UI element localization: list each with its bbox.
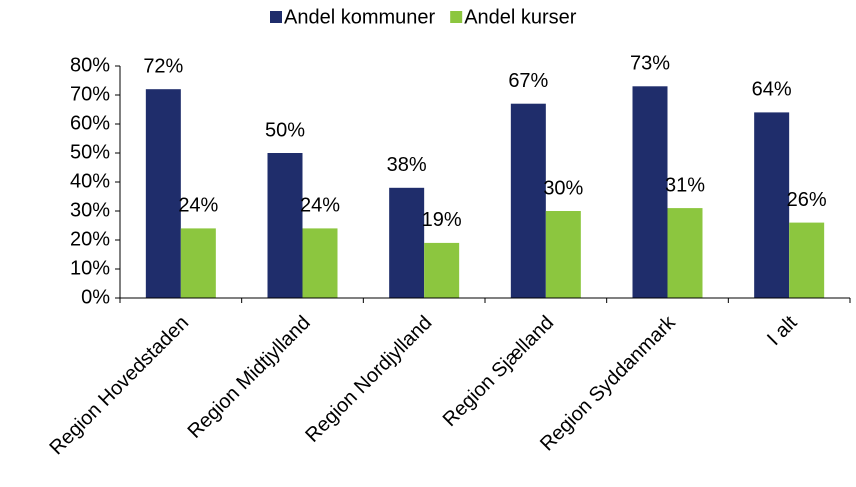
data-label: 38% xyxy=(387,154,427,176)
y-tick-label: 30% xyxy=(70,199,110,221)
data-label: 67% xyxy=(508,70,548,92)
x-tick-label: Region Nordjylland xyxy=(301,312,436,447)
data-label: 24% xyxy=(300,195,340,217)
legend-swatch xyxy=(270,11,282,23)
data-label: 73% xyxy=(630,53,670,75)
bar xyxy=(545,211,581,298)
bar xyxy=(267,153,303,298)
y-tick-label: 40% xyxy=(70,170,110,192)
y-tick-label: 70% xyxy=(70,83,110,105)
data-label: 19% xyxy=(422,209,462,231)
bar xyxy=(789,222,825,298)
bar xyxy=(632,86,668,298)
legend-label: Andel kommuner xyxy=(284,6,436,28)
bar xyxy=(389,187,425,298)
y-tick-label: 80% xyxy=(70,54,110,76)
data-label: 30% xyxy=(543,177,583,199)
legend-label: Andel kurser xyxy=(464,6,577,28)
y-tick-label: 10% xyxy=(70,257,110,279)
data-label: 64% xyxy=(752,79,792,101)
x-tick-label: Region Syddanmark xyxy=(536,311,680,455)
y-tick-label: 20% xyxy=(70,228,110,250)
data-label: 72% xyxy=(143,55,183,77)
y-tick-label: 0% xyxy=(81,286,110,308)
bar xyxy=(180,228,216,298)
data-label: 26% xyxy=(787,189,827,211)
x-tick-label: Region Hovedstaden xyxy=(45,312,193,460)
y-tick-label: 60% xyxy=(70,112,110,134)
x-tick-label: I alt xyxy=(763,311,802,350)
y-tick-label: 50% xyxy=(70,141,110,163)
bar xyxy=(424,242,460,298)
bar xyxy=(145,89,181,298)
legend-swatch xyxy=(450,11,463,23)
x-tick-label: Region Sjælland xyxy=(439,312,558,431)
bar xyxy=(754,112,790,299)
data-label: 24% xyxy=(178,195,218,217)
data-label: 50% xyxy=(265,119,305,141)
bar xyxy=(510,103,546,298)
bar xyxy=(667,208,703,298)
x-tick-label: Region Midtjylland xyxy=(184,312,315,443)
bar xyxy=(302,228,338,298)
data-label: 31% xyxy=(665,174,705,196)
